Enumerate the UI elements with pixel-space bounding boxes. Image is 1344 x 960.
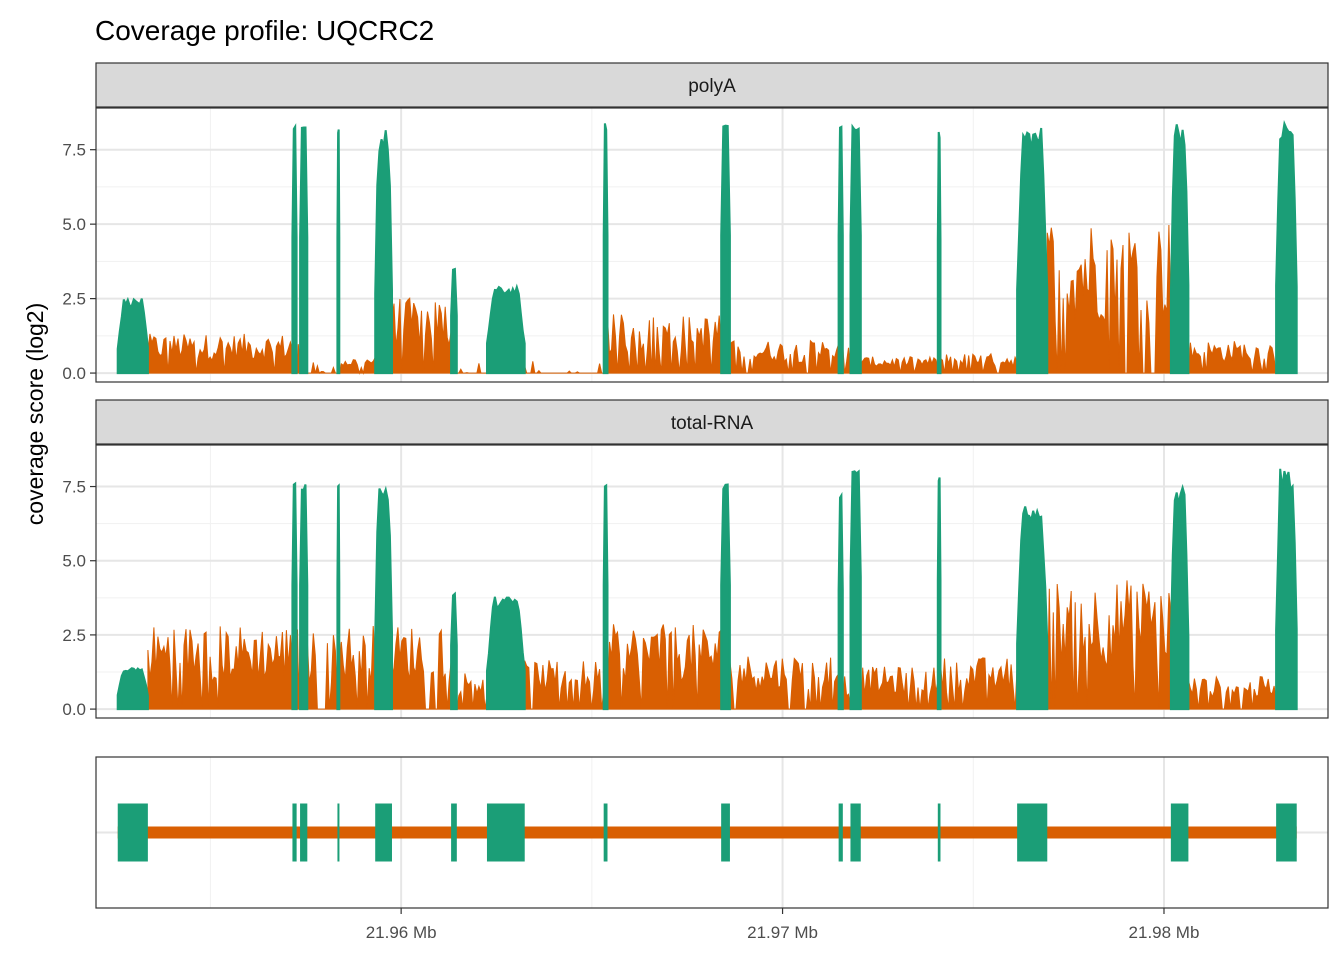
exon-block	[1276, 803, 1297, 862]
exon-coverage-area	[450, 267, 458, 375]
exon-block	[721, 803, 730, 862]
exon-coverage-area	[116, 296, 149, 375]
panel-border	[95, 444, 1329, 719]
x-tick-label: 21.98 Mb	[1129, 923, 1200, 942]
y-tick-label: 0.0	[62, 364, 86, 383]
intron-coverage-area	[391, 627, 452, 710]
intron-line	[117, 826, 1297, 839]
facet-strip-label: polyA	[688, 76, 736, 97]
intron-coverage-area	[391, 297, 452, 374]
intron-coverage-area	[307, 362, 338, 374]
exon-coverage-area	[116, 667, 149, 711]
exon-coverage-area	[936, 477, 942, 711]
intron-coverage-area	[306, 633, 338, 710]
facet-panel-polyA: polyA 0.0 2.5 5.0 7.5	[62, 62, 1329, 383]
exon-block	[300, 803, 308, 862]
intron-coverage-area	[860, 666, 939, 710]
exon-coverage-area	[1275, 119, 1298, 375]
x-axis: 21.96 Mb 21.97 Mb 21.98 Mb	[366, 908, 1200, 942]
intron-coverage-area	[338, 625, 376, 710]
gene-model-panel	[95, 756, 1329, 909]
intron-coverage-area	[524, 660, 605, 710]
x-tick-label: 21.96 Mb	[366, 923, 437, 942]
intron-coverage-area	[147, 333, 293, 374]
exon-coverage-area	[486, 596, 526, 711]
intron-coverage-area	[524, 361, 604, 374]
y-tick-label: 0.0	[62, 700, 86, 719]
intron-coverage-area	[607, 314, 722, 374]
intron-coverage-area	[456, 673, 488, 710]
exon-coverage-area	[1016, 127, 1049, 375]
exon-block	[451, 803, 457, 862]
intron-coverage-area	[147, 626, 293, 710]
intron-coverage-area	[940, 657, 1018, 710]
intron-coverage-area	[1046, 224, 1172, 374]
exon-block	[1017, 803, 1048, 862]
exon-coverage-area	[299, 126, 309, 375]
exon-coverage-area	[1169, 124, 1190, 375]
exon-coverage-area	[837, 125, 844, 375]
intron-coverage-area	[729, 656, 840, 710]
exon-coverage-area	[1275, 468, 1298, 711]
exon-block	[117, 803, 148, 862]
exon-coverage-area	[374, 485, 393, 711]
exon-coverage-area	[837, 491, 844, 711]
intron-coverage-area	[1046, 580, 1172, 710]
exon-coverage-area	[291, 481, 298, 711]
exon-coverage-area	[720, 124, 731, 375]
y-tick-label: 2.5	[62, 290, 86, 309]
exon-coverage-area	[1016, 506, 1049, 711]
exon-coverage-area	[1169, 483, 1190, 711]
exon-block	[850, 803, 861, 862]
exon-coverage-area	[374, 130, 393, 375]
intron-coverage-area	[606, 624, 722, 710]
exon-block	[337, 803, 340, 862]
intron-coverage-area	[1187, 675, 1277, 710]
intron-coverage-area	[860, 355, 939, 374]
exon-coverage-area	[602, 123, 609, 375]
exon-coverage-area	[299, 484, 309, 711]
exon-coverage-area	[291, 123, 298, 375]
y-tick-label: 5.0	[62, 215, 86, 234]
exon-coverage-area	[336, 483, 341, 711]
exon-coverage-area	[336, 129, 341, 375]
exon-coverage-area	[936, 131, 942, 375]
exon-block	[375, 803, 392, 862]
exon-block	[838, 803, 843, 862]
exon-block	[292, 803, 297, 862]
exon-block	[603, 803, 608, 862]
intron-coverage-area	[940, 352, 1018, 374]
intron-coverage-area	[1187, 341, 1277, 374]
intron-coverage-area	[456, 363, 487, 374]
exon-block	[937, 803, 941, 862]
exon-block	[1170, 803, 1189, 862]
exon-block	[486, 803, 525, 862]
facet-strip	[95, 399, 1329, 445]
y-tick-label: 7.5	[62, 478, 86, 497]
facet-panels: polyA 0.0 2.5 5.0 7.5 total-RNA 0.0 2.5 5.0 7.5	[62, 62, 1329, 719]
chart-title: Coverage profile: UQCRC2	[95, 15, 434, 46]
y-tick-label: 5.0	[62, 552, 86, 571]
exon-coverage-area	[486, 283, 526, 375]
facet-strip	[95, 62, 1329, 108]
intron-coverage-area	[338, 357, 376, 376]
exon-coverage-area	[849, 469, 862, 711]
facet-strip-label: total-RNA	[671, 413, 754, 434]
exon-coverage-area	[720, 483, 731, 711]
exon-coverage-area	[849, 123, 862, 375]
y-tick-label: 2.5	[62, 626, 86, 645]
intron-coverage-area	[729, 339, 840, 374]
facet-panel-total-RNA: total-RNA 0.0 2.5 5.0 7.5	[62, 399, 1329, 719]
y-tick-label: 7.5	[62, 141, 86, 160]
panel-border	[95, 107, 1329, 383]
exon-coverage-area	[450, 591, 458, 711]
gene-panel-border	[95, 756, 1329, 909]
exon-coverage-area	[602, 483, 609, 711]
x-tick-label: 21.97 Mb	[747, 923, 818, 942]
y-axis-title: coverage score (log2)	[22, 303, 48, 525]
